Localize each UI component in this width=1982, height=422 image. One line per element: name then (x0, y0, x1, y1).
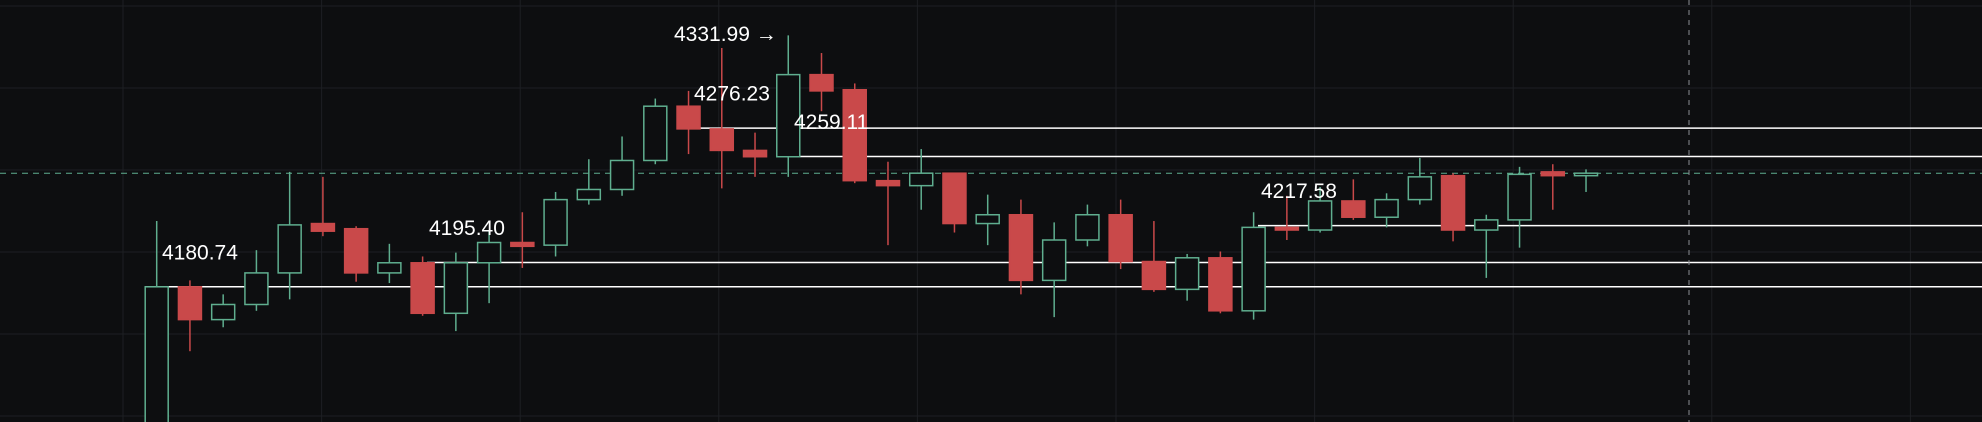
candle-body (177, 286, 203, 321)
level-label: 4180.74 (162, 241, 238, 264)
candle-body (377, 262, 402, 274)
candle-body (609, 159, 635, 191)
candle-body (1341, 200, 1366, 218)
candle-body (1474, 219, 1499, 231)
candle-body (709, 128, 735, 152)
candle-body (1374, 198, 1399, 218)
candle-body (1407, 176, 1433, 201)
candle-body (576, 188, 602, 201)
candle-body (875, 179, 901, 187)
candle-body (1075, 213, 1100, 241)
candle-body (1507, 173, 1532, 221)
candle-body (210, 303, 236, 321)
candle-body (776, 73, 801, 158)
candle-body (1307, 200, 1333, 231)
candle-body (975, 213, 1000, 225)
candle-body (1108, 213, 1133, 263)
candle-body (1440, 174, 1466, 231)
high-label: 4331.99 → (674, 23, 777, 46)
level-label: 4195.40 (429, 217, 505, 240)
candle-body (742, 149, 768, 158)
candle-body (1241, 226, 1266, 312)
candle-body (244, 272, 269, 306)
candle-body (1274, 226, 1300, 231)
candle-body (1208, 257, 1233, 312)
candle-body (842, 89, 867, 182)
candle-body (1174, 257, 1200, 291)
candle-body (1141, 260, 1167, 291)
candle-body (676, 105, 701, 130)
level-label: 4276.23 (694, 83, 770, 106)
level-label: 4259.11 (794, 111, 868, 134)
candle-body (942, 172, 967, 225)
candle-body (343, 227, 369, 274)
candle-body (1540, 171, 1566, 177)
candle-body (1041, 239, 1067, 282)
candle-body (543, 198, 568, 246)
candle-body (476, 241, 502, 264)
candle-body (908, 172, 934, 187)
candle-body (1008, 213, 1034, 282)
candle-body (809, 73, 834, 92)
candle-body (310, 222, 336, 232)
candle-body (144, 286, 169, 422)
candle-body (410, 262, 435, 315)
candle-body (643, 105, 668, 162)
candle-body (1573, 172, 1599, 177)
candle-body (443, 262, 469, 315)
level-label: 4217.58 (1261, 180, 1337, 203)
candle-body (510, 241, 535, 248)
candle-body (277, 224, 302, 274)
